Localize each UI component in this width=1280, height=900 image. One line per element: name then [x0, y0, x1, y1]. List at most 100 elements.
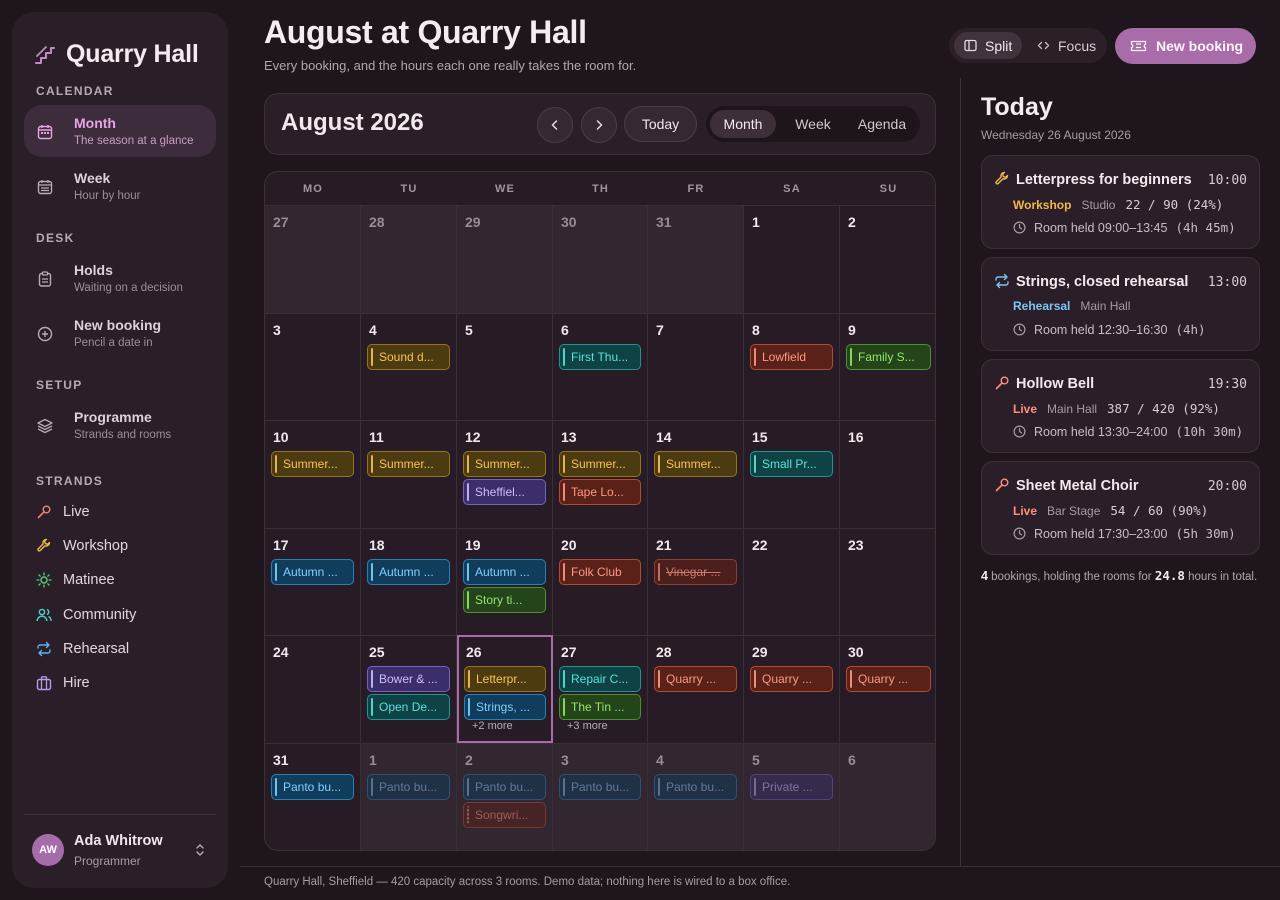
booking-card[interactable]: Letterpress for beginners 10:00 Workshop St…	[981, 155, 1260, 249]
event-chip[interactable]: Quarry ...	[654, 666, 737, 692]
day-cell[interactable]: 3 Panto bu...	[553, 743, 648, 850]
new-booking-button[interactable]: New booking	[1115, 28, 1256, 64]
day-cell[interactable]: 6	[840, 743, 935, 850]
day-cell[interactable]: 16	[840, 420, 935, 528]
event-chip[interactable]: Letterpr...	[464, 666, 546, 692]
nav-holds[interactable]: Holds Waiting on a decision	[24, 252, 216, 304]
nav-month[interactable]: Month The season at a glance	[24, 105, 216, 157]
day-cell[interactable]: 4 Sound d...	[361, 313, 457, 420]
event-chip[interactable]: Songwri...	[463, 802, 546, 828]
event-chip[interactable]: Panto bu...	[367, 774, 450, 800]
strand-workshop[interactable]: Workshop	[36, 535, 128, 557]
day-cell[interactable]: 23	[840, 528, 935, 635]
event-chip[interactable]: Tape Lo...	[559, 479, 641, 505]
day-cell[interactable]: 15 Small Pr...	[744, 420, 840, 528]
event-chip[interactable]: Strings, ...	[464, 694, 546, 720]
event-chip[interactable]: Quarry ...	[846, 666, 931, 692]
toggle-focus[interactable]: Focus	[1027, 32, 1106, 59]
event-chip[interactable]: Family S...	[846, 344, 931, 370]
event-chip[interactable]: Summer...	[271, 451, 354, 477]
more-link[interactable]: +3 more	[567, 720, 608, 732]
event-chip[interactable]: Folk Club	[559, 559, 641, 585]
brand[interactable]: Quarry Hall	[34, 40, 199, 69]
event-chip[interactable]: Autumn ...	[271, 559, 354, 585]
day-cell[interactable]: 10 Summer...	[265, 420, 361, 528]
day-cell[interactable]: 2	[840, 205, 935, 313]
view-month[interactable]: Month	[710, 110, 776, 138]
day-cell[interactable]: 12 Summer... Sheffiel...	[457, 420, 553, 528]
booking-card[interactable]: Hollow Bell 19:30 Live Main Hall 387 / 420 (…	[981, 359, 1260, 453]
event-chip[interactable]: Small Pr...	[750, 451, 833, 477]
prev-month-button[interactable]	[537, 107, 573, 143]
day-cell[interactable]: 5 Private ...	[744, 743, 840, 850]
next-month-button[interactable]	[581, 107, 617, 143]
day-cell[interactable]: 5	[457, 313, 553, 420]
event-chip[interactable]: Vinegar ...	[654, 559, 737, 585]
user-menu[interactable]: AW Ada Whitrow Programmer	[32, 833, 212, 890]
day-cell[interactable]: 4 Panto bu...	[648, 743, 744, 850]
nav-week[interactable]: Week Hour by hour	[24, 160, 216, 212]
day-cell[interactable]: 21 Vinegar ...	[648, 528, 744, 635]
event-chip[interactable]: Summer...	[367, 451, 450, 477]
day-cell[interactable]: 28 Quarry ...	[648, 635, 744, 743]
strand-live[interactable]: Live	[36, 501, 90, 523]
event-chip[interactable]: The Tin ...	[559, 694, 641, 720]
strand-hire[interactable]: Hire	[36, 672, 90, 694]
day-cell[interactable]: 6 First Thu...	[553, 313, 648, 420]
day-cell[interactable]: 13 Summer... Tape Lo...	[553, 420, 648, 528]
day-cell[interactable]: 31 Panto bu...	[265, 743, 361, 850]
event-chip[interactable]: Summer...	[654, 451, 737, 477]
nav-programme[interactable]: Programme Strands and rooms	[24, 399, 216, 451]
event-chip[interactable]: Lowfield	[750, 344, 833, 370]
day-cell[interactable]: 1	[744, 205, 840, 313]
day-cell[interactable]: 7	[648, 313, 744, 420]
event-chip[interactable]: Autumn ...	[367, 559, 450, 585]
day-cell[interactable]: 9 Family S...	[840, 313, 935, 420]
view-week[interactable]: Week	[795, 116, 831, 132]
strand-matinee[interactable]: Matinee	[36, 569, 115, 591]
event-chip[interactable]: Open De...	[367, 694, 450, 720]
strand-rehearsal[interactable]: Rehearsal	[36, 638, 129, 660]
view-agenda[interactable]: Agenda	[857, 116, 907, 132]
day-cell[interactable]: 14 Summer...	[648, 420, 744, 528]
today-button[interactable]: Today	[624, 106, 697, 142]
day-cell[interactable]: 11 Summer...	[361, 420, 457, 528]
day-cell[interactable]: 24	[265, 635, 361, 743]
event-chip[interactable]: Panto bu...	[559, 774, 641, 800]
toggle-split[interactable]: Split	[954, 32, 1023, 59]
nav-new-booking[interactable]: New booking Pencil a date in	[24, 307, 216, 359]
day-cell[interactable]: 30 Quarry ...	[840, 635, 935, 743]
day-cell[interactable]: 2 Panto bu... Songwri...	[457, 743, 553, 850]
event-chip[interactable]: Sheffiel...	[463, 479, 546, 505]
day-cell[interactable]: 28	[361, 205, 457, 313]
day-cell[interactable]: 27 Repair C... The Tin ... +3 more	[553, 635, 648, 743]
event-chip[interactable]: Summer...	[463, 451, 546, 477]
day-cell[interactable]: 1 Panto bu...	[361, 743, 457, 850]
day-cell[interactable]: 31	[648, 205, 744, 313]
booking-card[interactable]: Strings, closed rehearsal 13:00 Rehearsal M…	[981, 257, 1260, 351]
day-cell[interactable]: 30	[553, 205, 648, 313]
event-chip[interactable]: Summer...	[559, 451, 641, 477]
day-cell[interactable]: 17 Autumn ...	[265, 528, 361, 635]
day-cell[interactable]: 25 Bower & ... Open De...	[361, 635, 457, 743]
event-chip[interactable]: Panto bu...	[463, 774, 546, 800]
event-chip[interactable]: Panto bu...	[271, 774, 354, 800]
event-chip[interactable]: Private ...	[750, 774, 833, 800]
more-link[interactable]: +2 more	[472, 720, 513, 732]
event-chip[interactable]: Bower & ...	[367, 666, 450, 692]
event-chip[interactable]: Sound d...	[367, 344, 450, 370]
strand-community[interactable]: Community	[36, 604, 136, 626]
day-cell[interactable]: 27	[265, 205, 361, 313]
day-cell[interactable]: 22	[744, 528, 840, 635]
day-cell[interactable]: 19 Autumn ... Story ti...	[457, 528, 553, 635]
booking-card[interactable]: Sheet Metal Choir 20:00 Live Bar Stage 54 / …	[981, 461, 1260, 555]
day-cell-today[interactable]: 26 Letterpr... Strings, ... +2 more	[457, 635, 553, 743]
event-chip[interactable]: First Thu...	[559, 344, 641, 370]
day-cell[interactable]: 29	[457, 205, 553, 313]
event-chip[interactable]: Repair C...	[559, 666, 641, 692]
day-cell[interactable]: 3	[265, 313, 361, 420]
event-chip[interactable]: Quarry ...	[750, 666, 833, 692]
day-cell[interactable]: 8 Lowfield	[744, 313, 840, 420]
day-cell[interactable]: 18 Autumn ...	[361, 528, 457, 635]
event-chip[interactable]: Story ti...	[463, 587, 546, 613]
